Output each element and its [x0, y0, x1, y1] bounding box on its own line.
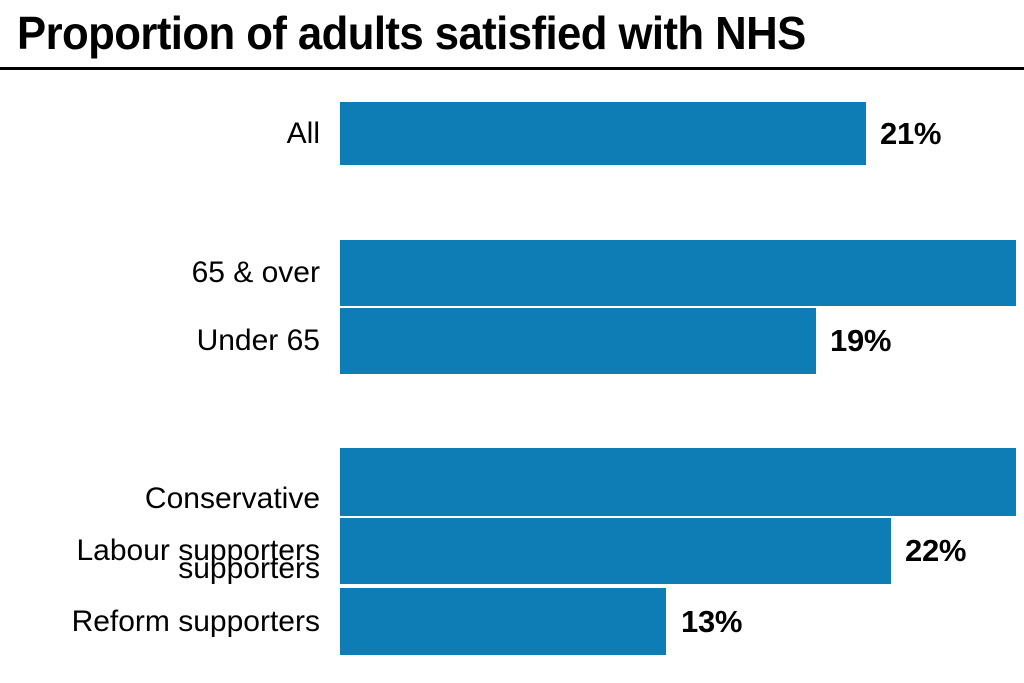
bar-track	[340, 448, 1024, 516]
bar-category-label: Under 65	[196, 324, 320, 357]
bar-category-label: Reform supporters	[71, 605, 320, 638]
bar-value-label: 22%	[905, 533, 967, 568]
bar-fill	[340, 240, 1016, 306]
bar-fill	[340, 518, 891, 584]
bar-track: 13%	[340, 588, 1024, 655]
bar-row: All 21%	[0, 102, 1024, 165]
bar-track	[340, 240, 1024, 306]
chart-header: Proportion of adults satisfied with NHS	[0, 0, 1024, 72]
page-title: Proportion of adults satisfied with NHS	[17, 7, 806, 59]
bar-row: Under 65 19%	[0, 308, 1024, 374]
bar-fill	[340, 308, 816, 374]
bar-category-label-line-2: supporters	[178, 552, 320, 585]
bar-track: 22%	[340, 518, 1024, 584]
bar-row: Conservative supporters	[0, 448, 1024, 585]
title-divider	[0, 67, 1024, 70]
bar-fill	[340, 588, 666, 655]
plot-area: All 21% 65 & over Under 65 19% Conse	[0, 72, 1024, 683]
bar-track: 21%	[340, 102, 1024, 165]
bar-value-label: 21%	[880, 116, 942, 151]
bar-fill	[340, 448, 1016, 516]
bar-track: 19%	[340, 308, 1024, 374]
bar-category-label: Labour supporters	[76, 534, 321, 567]
bar-value-label: 19%	[830, 323, 892, 358]
bar-category-label: Conservative supporters	[0, 446, 320, 586]
bar-value-label: 13%	[681, 604, 743, 639]
bar-row: Reform supporters 13%	[0, 588, 1024, 655]
bar-row: Labour supporters 22%	[0, 518, 1024, 584]
bar-fill	[340, 102, 866, 165]
bar-category-label-line-1: Conservative	[144, 482, 320, 515]
bar-row: 65 & over	[0, 240, 1024, 306]
bar-category-label: 65 & over	[191, 256, 320, 289]
bar-category-label: All	[286, 117, 320, 150]
